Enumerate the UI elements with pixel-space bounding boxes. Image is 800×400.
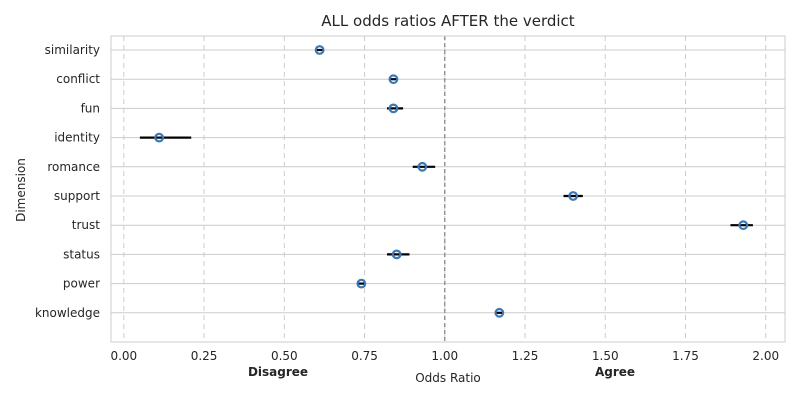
data-point [154,132,165,143]
x-tick-label: 1.00 [431,349,458,363]
y-tick-label: support [54,189,100,203]
agree-annotation: Agree [595,365,635,379]
data-points [154,45,749,318]
x-tick-label: 0.25 [191,349,218,363]
y-tick-label: romance [47,160,100,174]
y-tick-label: knowledge [35,306,100,320]
data-point [388,103,399,114]
y-tick-label: identity [54,131,100,145]
y-tick-label: fun [81,101,100,115]
grid [111,36,785,342]
error-bars [139,48,753,314]
data-point [417,161,428,172]
data-point [314,45,325,55]
x-tick-label: 1.75 [672,349,699,363]
y-tick-label: status [63,247,100,261]
data-point [738,220,749,231]
data-point [356,278,367,289]
plot-frame [110,35,786,343]
x-tick-label: 2.00 [752,349,779,363]
chart-title: ALL odds ratios AFTER the verdict [321,12,575,30]
y-tick-labels: similarity conflict fun identity romance supp… [35,43,100,320]
y-tick-label: trust [72,218,100,232]
y-tick-label: power [63,277,100,291]
x-tick-labels: 0.00 0.25 0.50 0.75 1.00 1.25 1.50 1.75 2.00 [110,349,779,363]
y-tick-label: conflict [56,72,100,86]
x-tick-label: 0.75 [351,349,378,363]
data-point [568,191,579,201]
y-axis-label: Dimension [14,158,28,222]
x-tick-label: 0.50 [271,349,298,363]
x-tick-label: 1.25 [512,349,539,363]
disagree-annotation: Disagree [248,365,308,379]
y-tick-label: similarity [45,43,100,57]
x-axis-label: Odds Ratio [415,371,481,385]
x-tick-label: 1.50 [592,349,619,363]
data-point [494,307,505,318]
data-point [388,74,399,85]
x-tick-label: 0.00 [110,349,137,363]
data-point [391,249,402,260]
